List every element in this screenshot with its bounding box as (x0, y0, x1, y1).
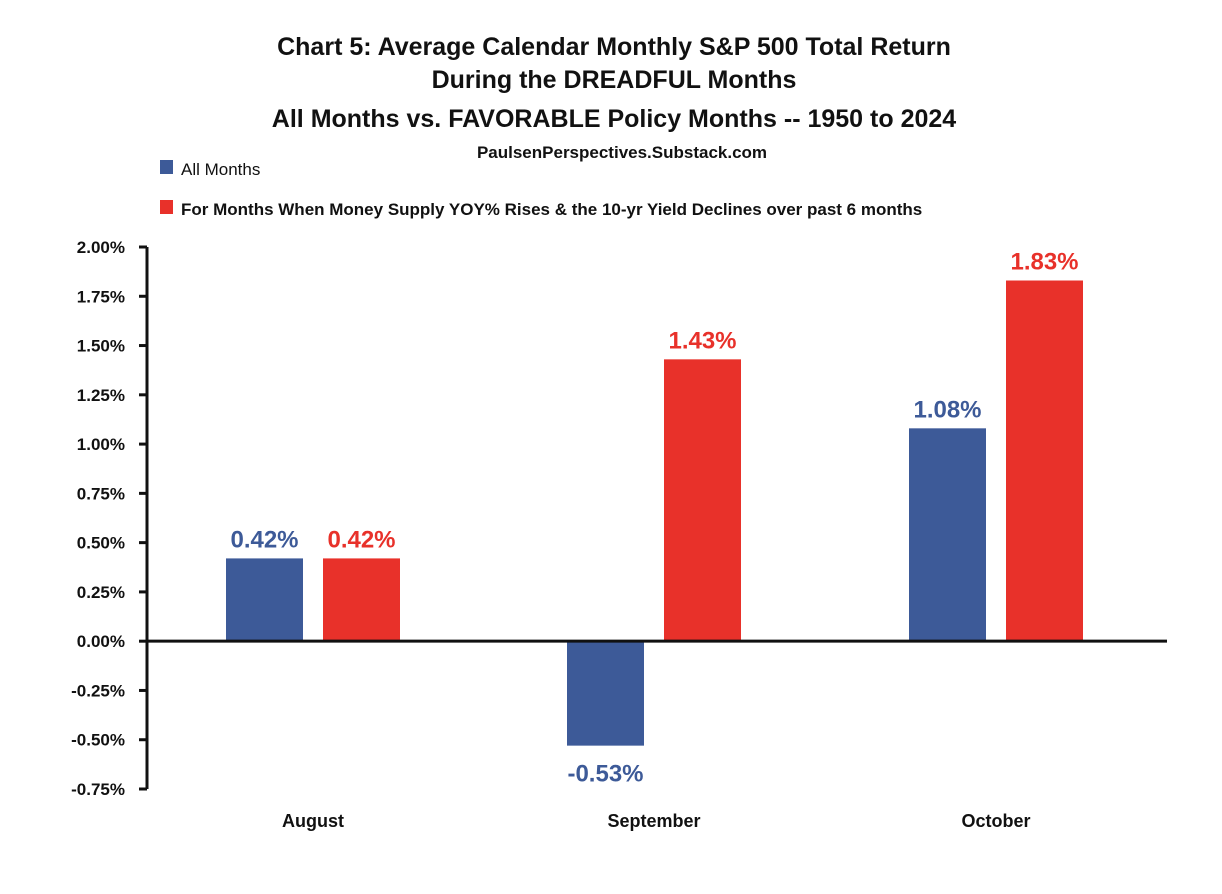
plot-area: 2.00% 1.75% 1.50% 1.25% 1.00% 0.75% 0.50% 0.25%… (71, 238, 1167, 831)
chart-title-line-1: Chart 5: Average Calendar Monthly S&P 50… (277, 33, 951, 61)
y-tick-label: 2.00% (77, 238, 125, 257)
y-tick-label: 1.75% (77, 287, 125, 306)
y-tick-label: 1.00% (77, 435, 125, 454)
bar-october-series-2 (1006, 280, 1083, 642)
data-label: 1.83% (1010, 249, 1078, 276)
data-label: 1.43% (668, 327, 736, 354)
legend-label-favorable-months: For Months When Money Supply YOY% Rises … (181, 200, 922, 219)
y-tick-label: 0.75% (77, 484, 125, 503)
data-label: 0.42% (327, 526, 395, 553)
bar-september-series-2 (664, 359, 741, 642)
data-label: 1.08% (913, 396, 981, 423)
bar-august-series-2 (323, 558, 400, 642)
chart-title: Chart 5: Average Calendar Monthly S&P 50… (272, 33, 956, 133)
data-label: 0.42% (230, 526, 298, 553)
y-tick-label: -0.50% (71, 731, 125, 750)
legend: All Months For Months When Money Supply … (160, 160, 922, 219)
chart-title-line-3: All Months vs. FAVORABLE Policy Months -… (272, 105, 956, 133)
y-tick-label: 1.25% (77, 386, 125, 405)
x-category-label: September (607, 811, 700, 831)
y-tick-label: 0.50% (77, 534, 125, 553)
y-tick-label: 1.50% (77, 337, 125, 356)
x-category-label: October (961, 811, 1030, 831)
chart-title-line-2: During the DREADFUL Months (432, 66, 797, 94)
y-tick-label: -0.25% (71, 681, 125, 700)
bar-october-series-1 (909, 428, 986, 642)
y-tick-label: -0.75% (71, 780, 125, 799)
legend-swatch-favorable-months (160, 200, 173, 214)
chart-subtitle: PaulsenPerspectives.Substack.com (477, 143, 767, 162)
legend-swatch-all-months (160, 160, 173, 174)
data-label: -0.53% (567, 761, 643, 788)
bar-august-series-1 (226, 558, 303, 642)
legend-label-all-months: All Months (181, 160, 260, 179)
y-tick-label: 0.25% (77, 583, 125, 602)
bar-september-series-1 (567, 641, 644, 746)
x-category-label: August (282, 811, 344, 831)
y-tick-label: 0.00% (77, 632, 125, 651)
